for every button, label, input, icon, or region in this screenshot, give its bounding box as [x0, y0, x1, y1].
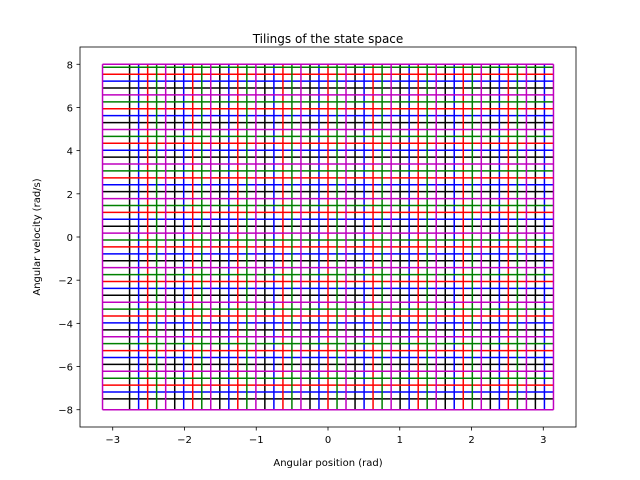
x-tick-label: 1 [397, 435, 403, 446]
y-tick-label: 2 [67, 190, 73, 201]
x-tick-label: −3 [105, 435, 120, 446]
y-tick-label: −4 [58, 319, 73, 330]
y-tick-label: −2 [58, 276, 73, 287]
y-tick-label: −8 [58, 406, 73, 417]
y-tick-label: −6 [58, 363, 73, 374]
x-tick-label: 3 [540, 435, 546, 446]
x-tick-label: 2 [468, 435, 474, 446]
x-tick-label: 0 [325, 435, 331, 446]
y-axis-label: Angular velocity (rad/s) [32, 178, 43, 295]
y-tick-label: 0 [67, 233, 73, 244]
y-tick-label: 6 [67, 103, 73, 114]
x-tick-label: −1 [249, 435, 264, 446]
chart-title: Tilings of the state space [252, 32, 404, 46]
y-tick-label: 8 [67, 60, 73, 71]
x-axis-label: Angular position (rad) [273, 458, 382, 469]
plot-area [101, 63, 555, 411]
y-tick-label: 4 [67, 147, 73, 158]
x-tick-label: −2 [177, 435, 192, 446]
